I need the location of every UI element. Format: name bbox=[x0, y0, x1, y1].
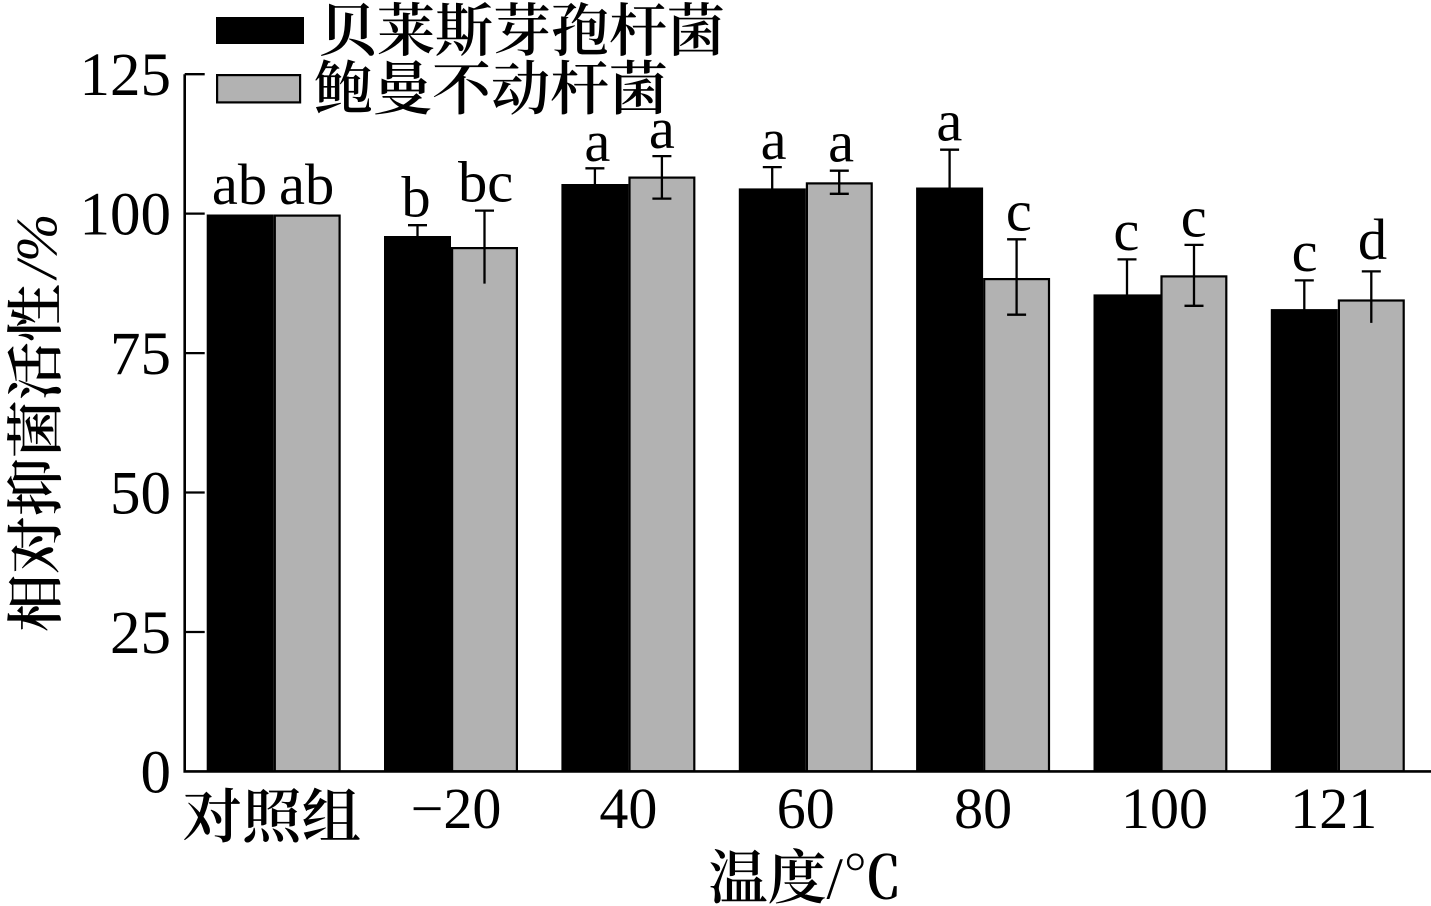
svg-text:75: 75 bbox=[110, 321, 171, 388]
svg-text:d: d bbox=[1358, 207, 1387, 272]
svg-text:a: a bbox=[761, 107, 787, 172]
svg-text:a: a bbox=[936, 89, 962, 154]
svg-text:ab: ab bbox=[212, 152, 267, 217]
svg-text:60: 60 bbox=[777, 776, 835, 841]
svg-text:0: 0 bbox=[141, 739, 172, 806]
svg-text:100: 100 bbox=[80, 182, 172, 249]
svg-text:40: 40 bbox=[599, 776, 657, 841]
svg-text:/%: /% bbox=[4, 214, 69, 281]
svg-text:125: 125 bbox=[80, 42, 172, 109]
svg-text:c: c bbox=[1292, 219, 1318, 284]
svg-text:b: b bbox=[401, 164, 430, 229]
svg-text:c: c bbox=[1006, 179, 1032, 244]
svg-text:/: / bbox=[827, 846, 844, 906]
svg-text:80: 80 bbox=[954, 776, 1012, 841]
svg-text:50: 50 bbox=[110, 461, 171, 528]
svg-text:a: a bbox=[828, 110, 854, 175]
svg-text:c: c bbox=[1181, 184, 1207, 249]
svg-text:a: a bbox=[649, 96, 675, 161]
svg-text:c: c bbox=[1113, 198, 1139, 263]
svg-text:ab: ab bbox=[279, 152, 334, 217]
svg-text:25: 25 bbox=[110, 600, 171, 667]
svg-text:121: 121 bbox=[1290, 776, 1377, 841]
svg-text:bc: bc bbox=[458, 149, 513, 214]
svg-text:100: 100 bbox=[1121, 776, 1208, 841]
svg-text:−20: −20 bbox=[411, 776, 502, 841]
svg-text:a: a bbox=[584, 109, 610, 174]
